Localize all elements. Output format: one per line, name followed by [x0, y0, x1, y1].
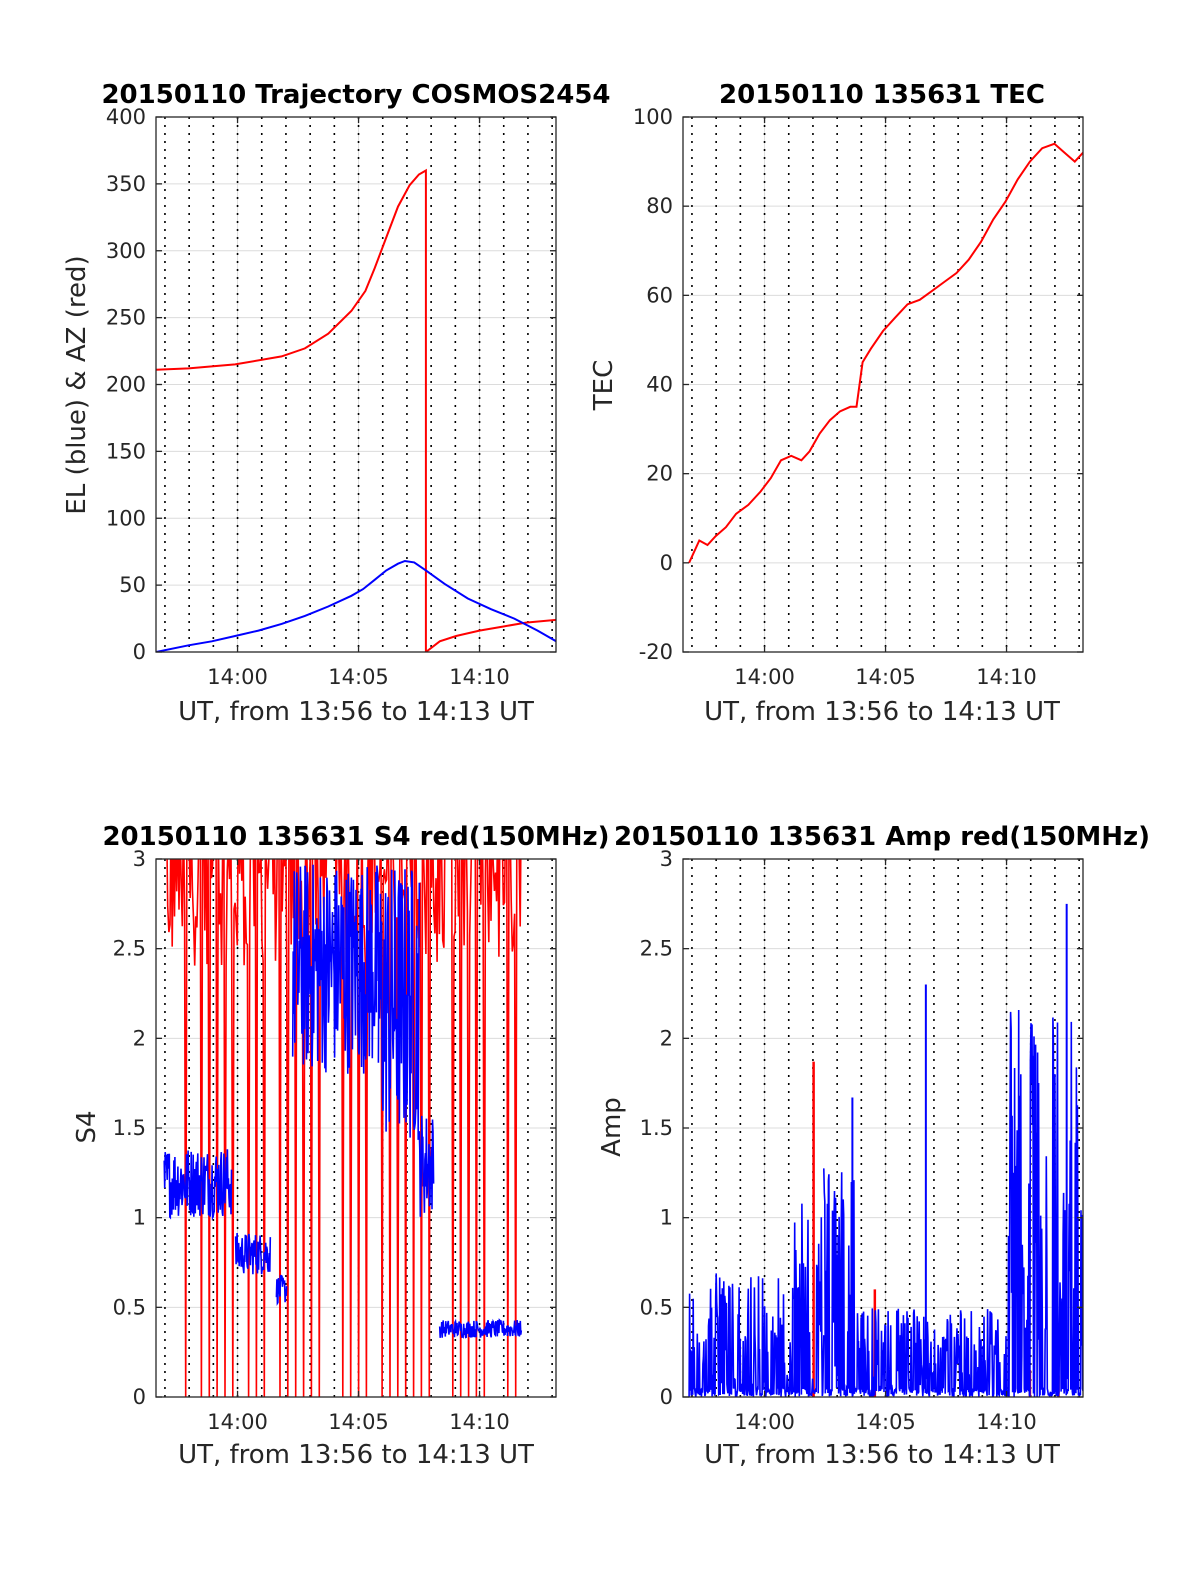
- series-line-blue: [156, 559, 556, 652]
- series-line-red: [688, 142, 1083, 564]
- y-tick-label: 3: [133, 847, 146, 871]
- y-tick-label: -20: [639, 640, 673, 664]
- chart-title-s4: 20150110 135631 S4 red(150MHz): [102, 822, 609, 852]
- series-group: [163, 859, 523, 1397]
- panel-amp: 20150110 135631 Amp red(150MHz) UT, from…: [597, 822, 1150, 1470]
- x-tick-label: 14:10: [449, 665, 510, 689]
- y-tick-label: 0: [660, 551, 673, 575]
- x-tick-label: 14:00: [734, 665, 795, 689]
- y-tick-label: 100: [633, 105, 673, 129]
- y-tick-label: 2: [133, 1026, 146, 1050]
- plot-area-tec: -20 0 20 40 60 80 100 14:00 14:05 14:10: [633, 105, 1084, 689]
- series-line-blue: [377, 869, 421, 1140]
- y-tick-label: 20: [646, 462, 673, 486]
- xlabel-s4: UT, from 13:56 to 14:13 UT: [178, 1440, 534, 1470]
- series-line-blue: [291, 864, 380, 1074]
- y-tick-label: 1.5: [113, 1116, 146, 1140]
- series-line-blue: [234, 1232, 272, 1275]
- x-tick-label: 14:05: [855, 1410, 916, 1434]
- y-tick-label: 0.5: [640, 1295, 673, 1319]
- y-tick-label: 350: [106, 172, 146, 196]
- x-tick-label: 14:00: [734, 1410, 795, 1434]
- y-tick-label: 1: [660, 1206, 673, 1230]
- y-tick-label: 2: [660, 1026, 673, 1050]
- series-line-blue: [418, 1115, 435, 1217]
- series-group: [688, 903, 1083, 1397]
- y-tick-label: 2.5: [640, 937, 673, 961]
- ylabel-s4: S4: [72, 1110, 102, 1143]
- ylabel-tec: TEC: [589, 360, 619, 411]
- series-line-blue: [163, 1149, 233, 1221]
- chart-title-trajectory: 20150110 Trajectory COSMOS2454: [101, 80, 610, 110]
- xlabel-amp: UT, from 13:56 to 14:13 UT: [704, 1440, 1060, 1470]
- chart-title-amp: 20150110 135631 Amp red(150MHz): [614, 822, 1150, 852]
- y-tick-label: 400: [106, 105, 146, 129]
- panel-s4: 20150110 135631 S4 red(150MHz) UT, from …: [72, 822, 610, 1470]
- y-tick-label: 100: [106, 506, 146, 530]
- plot-area-s4: 0 0.5 1 1.5 2 2.5 3 14:00 14:05 14:10: [113, 847, 557, 1434]
- y-tick-label: 0: [133, 1385, 146, 1409]
- series-line-blue: [688, 1273, 794, 1397]
- y-tick-label: 200: [106, 373, 146, 397]
- series-line-blue: [792, 1203, 825, 1397]
- x-tick-label: 14:00: [207, 665, 268, 689]
- x-tick-label: 14:05: [328, 665, 389, 689]
- y-tick-label: 50: [119, 573, 146, 597]
- series-line-red: [166, 859, 522, 1397]
- y-tick-label: 150: [106, 439, 146, 463]
- x-tick-label: 14:10: [976, 665, 1037, 689]
- series-line-blue: [853, 1308, 1009, 1397]
- x-tick-label: 14:10: [449, 1410, 510, 1434]
- y-tick-label: 1.5: [640, 1116, 673, 1140]
- series-group: [156, 168, 556, 652]
- y-tick-label: 0.5: [113, 1295, 146, 1319]
- panel-trajectory: 20150110 Trajectory COSMOS2454 UT, from …: [62, 80, 611, 727]
- y-tick-label: 3: [660, 847, 673, 871]
- ylabel-amp: Amp: [597, 1097, 627, 1157]
- y-tick-label: 0: [660, 1385, 673, 1409]
- series-line-blue: [275, 1274, 288, 1306]
- xlabel-tec: UT, from 13:56 to 14:13 UT: [704, 697, 1060, 727]
- series-line-blue: [438, 1318, 523, 1339]
- x-tick-label: 14:00: [207, 1410, 268, 1434]
- y-tick-label: 300: [106, 239, 146, 263]
- x-tick-label: 14:10: [976, 1410, 1037, 1434]
- x-tick-label: 14:05: [328, 1410, 389, 1434]
- y-tick-label: 2.5: [113, 937, 146, 961]
- y-tick-label: 60: [646, 283, 673, 307]
- panel-tec: 20150110 135631 TEC UT, from 13:56 to 14…: [589, 80, 1084, 727]
- x-tick-label: 14:05: [855, 665, 916, 689]
- series-line-blue: [823, 1168, 856, 1397]
- ylabel-trajectory: EL (blue) & AZ (red): [62, 255, 92, 514]
- y-tick-label: 80: [646, 194, 673, 218]
- y-tick-label: 40: [646, 373, 673, 397]
- series-line-red: [156, 168, 556, 652]
- series-line-blue: [1006, 1009, 1083, 1397]
- plot-area-trajectory: 0 50 100 150 200 250 300 350 400 14:00 14:05 14:10: [106, 105, 557, 689]
- plot-area-amp: 0 0.5 1 1.5 2 2.5 3 14:00 14:05 14:10: [640, 847, 1084, 1434]
- y-tick-label: 250: [106, 306, 146, 330]
- y-tick-label: 0: [133, 640, 146, 664]
- y-tick-label: 1: [133, 1206, 146, 1230]
- chart-title-tec: 20150110 135631 TEC: [719, 80, 1045, 110]
- series-group: [688, 142, 1083, 564]
- xlabel-trajectory: UT, from 13:56 to 14:13 UT: [178, 697, 534, 727]
